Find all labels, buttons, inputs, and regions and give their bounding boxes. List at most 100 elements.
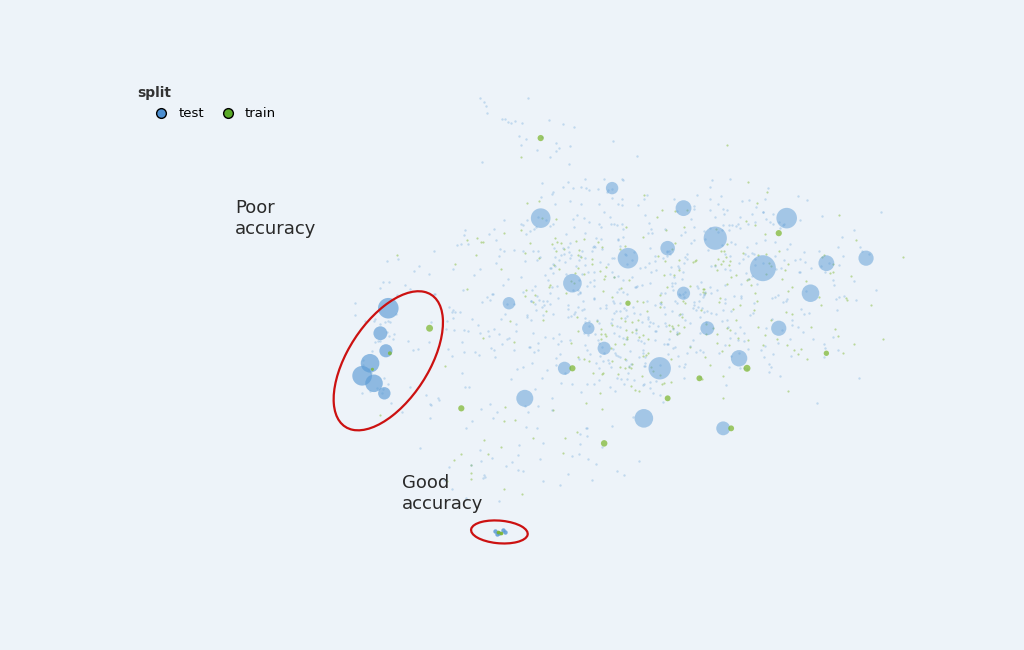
- Point: [454, 337, 470, 347]
- Point: [616, 240, 633, 251]
- Point: [693, 305, 710, 315]
- Point: [695, 283, 712, 294]
- Point: [635, 330, 651, 341]
- Point: [490, 329, 507, 339]
- Point: [745, 249, 762, 259]
- Point: [459, 235, 475, 245]
- Point: [671, 361, 687, 372]
- Point: [360, 364, 377, 374]
- Point: [635, 345, 651, 356]
- Point: [582, 349, 598, 359]
- Point: [669, 298, 685, 308]
- Point: [677, 227, 693, 237]
- Point: [660, 320, 677, 330]
- Point: [733, 292, 750, 303]
- Point: [631, 456, 647, 467]
- Point: [774, 274, 791, 284]
- Point: [446, 307, 463, 317]
- Point: [694, 292, 711, 302]
- Point: [836, 291, 852, 301]
- Point: [492, 528, 508, 539]
- Point: [688, 255, 705, 265]
- Point: [711, 296, 727, 307]
- Point: [666, 324, 682, 334]
- Point: [646, 335, 663, 345]
- Point: [787, 254, 804, 265]
- Point: [721, 220, 737, 230]
- Point: [542, 263, 558, 274]
- Point: [895, 252, 911, 263]
- Point: [665, 323, 681, 333]
- Point: [603, 252, 620, 263]
- Point: [453, 239, 469, 249]
- Point: [735, 363, 752, 373]
- Point: [783, 282, 800, 293]
- Point: [564, 363, 581, 374]
- Point: [839, 295, 855, 306]
- Point: [604, 314, 621, 324]
- Point: [726, 291, 742, 302]
- Point: [548, 353, 564, 363]
- Point: [631, 332, 647, 342]
- Point: [531, 454, 548, 464]
- Point: [476, 435, 493, 445]
- Point: [566, 268, 583, 279]
- Point: [547, 252, 563, 263]
- Point: [699, 323, 716, 333]
- Point: [459, 284, 475, 294]
- Point: [571, 354, 588, 365]
- Point: [488, 257, 505, 268]
- Point: [443, 351, 460, 361]
- Point: [738, 275, 755, 285]
- Point: [544, 404, 560, 415]
- Point: [579, 397, 595, 408]
- Point: [617, 316, 634, 326]
- Point: [666, 343, 682, 354]
- Point: [436, 474, 453, 485]
- Point: [670, 320, 686, 331]
- Point: [499, 333, 515, 344]
- Point: [565, 278, 582, 289]
- Point: [532, 192, 549, 202]
- Point: [382, 348, 398, 359]
- Point: [517, 256, 534, 266]
- Point: [763, 315, 779, 326]
- Point: [605, 219, 622, 229]
- Point: [580, 266, 596, 277]
- Point: [628, 384, 644, 395]
- Point: [711, 199, 727, 209]
- Point: [696, 289, 713, 299]
- Point: [453, 403, 469, 413]
- Point: [577, 253, 593, 263]
- Point: [517, 291, 534, 302]
- Point: [530, 246, 547, 256]
- Point: [730, 332, 746, 343]
- Point: [624, 326, 640, 337]
- Point: [571, 448, 588, 459]
- Point: [372, 318, 388, 329]
- Point: [736, 336, 753, 346]
- Point: [642, 242, 658, 253]
- Point: [519, 406, 536, 417]
- Point: [715, 371, 731, 382]
- Point: [749, 238, 765, 248]
- Point: [755, 207, 771, 217]
- Point: [530, 196, 547, 206]
- Point: [648, 375, 665, 385]
- Point: [501, 332, 517, 343]
- Point: [421, 337, 437, 347]
- Point: [746, 260, 763, 270]
- Point: [481, 331, 498, 341]
- Point: [723, 272, 739, 282]
- Point: [771, 217, 787, 228]
- Point: [782, 333, 799, 344]
- Point: [640, 218, 656, 228]
- Point: [452, 307, 468, 317]
- Point: [485, 289, 502, 300]
- Point: [366, 316, 382, 326]
- Point: [443, 307, 460, 318]
- Point: [803, 263, 819, 273]
- Point: [471, 93, 487, 103]
- Point: [667, 342, 683, 352]
- Point: [793, 304, 809, 315]
